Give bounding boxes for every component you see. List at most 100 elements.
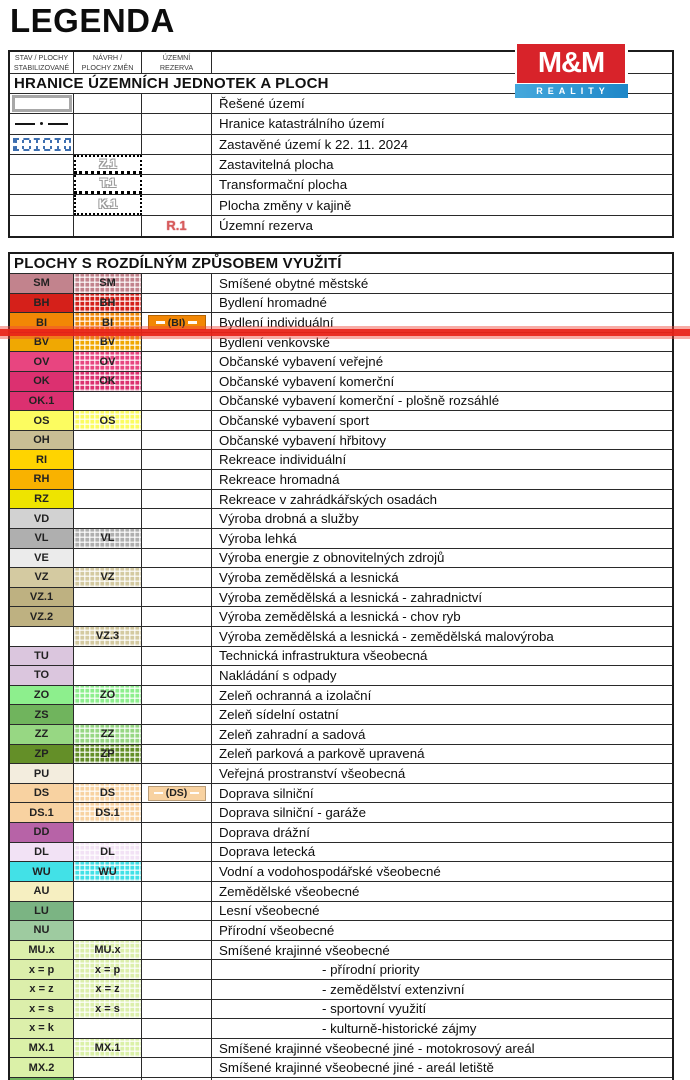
navrh-cell xyxy=(74,607,142,626)
rezerva-cell xyxy=(142,332,212,352)
row-label: Řešené území xyxy=(219,96,305,112)
rezerva-cell xyxy=(142,175,212,195)
row-label: Smíšené obytné městské xyxy=(219,275,369,291)
table-row: LU Lesní všeobecné xyxy=(10,901,672,922)
table-row: RI Rekreace individuální xyxy=(10,450,672,471)
row-label: Zemědělské všeobecné xyxy=(219,883,360,899)
stabilized-swatch: LU xyxy=(10,901,74,921)
table-row: x = k - kulturně-historické zájmy xyxy=(10,1019,672,1039)
table-row: AU Zemědělské všeobecné xyxy=(10,881,672,902)
table-row: MU.x MU.x Smíšené krajinné všeobecné xyxy=(10,940,672,961)
table-row: VE Výroba energie z obnovitelných zdrojů xyxy=(10,548,672,569)
stabilized-swatch: AU xyxy=(10,881,74,901)
stabilized-swatch: DS.1 xyxy=(10,803,74,823)
rezerva-cell xyxy=(142,940,212,960)
stav-cell xyxy=(10,215,74,237)
cadastral-boundary-swatch xyxy=(15,122,68,126)
table-row: K.1 Plocha změny v kajině xyxy=(10,195,672,216)
navrh-cell xyxy=(74,901,142,921)
row-label: Výroba zemědělská a lesnická - zahradnic… xyxy=(219,589,483,605)
row-label: - zemědělství extenzivní xyxy=(322,981,465,997)
page-title: LEGENDA xyxy=(10,2,175,39)
table-row: SM SM Smíšené obytné městské xyxy=(10,274,672,294)
row-label: Doprava letecká xyxy=(219,844,316,860)
rezerva-cell xyxy=(142,607,212,626)
dash-segment xyxy=(15,122,35,126)
proposal-swatch: OS xyxy=(74,411,142,430)
navrh-cell xyxy=(74,134,142,154)
navrh-cell xyxy=(74,215,142,237)
land-use-section-title: PLOCHY S ROZDÍLNÝM ZPŮSOBEM VYUŽITÍ xyxy=(10,254,672,274)
header-navrh-line2: PLOCHY ZMĚN xyxy=(81,62,134,72)
rezerva-cell xyxy=(142,725,212,744)
row-label: Doprava silniční xyxy=(219,785,314,801)
table-row: Z.1 Zastavitelná plocha xyxy=(10,154,672,176)
row-label: Výroba zemědělská a lesnická xyxy=(219,569,399,585)
rezerva-cell xyxy=(142,803,212,823)
proposal-swatch: x = p xyxy=(74,960,142,979)
rezerva-cell: (DS) xyxy=(142,783,212,803)
table-row: RZ Rekreace v zahrádkářských osadách xyxy=(10,489,672,510)
stabilized-swatch: x = p xyxy=(10,960,74,979)
navrh-cell xyxy=(74,489,142,509)
rezerva-cell xyxy=(142,626,212,646)
rezerva-cell xyxy=(142,823,212,842)
rezerva-cell xyxy=(142,685,212,705)
rezerva-cell xyxy=(142,744,212,764)
rezerva-cell xyxy=(142,195,212,215)
stabilized-swatch: NU xyxy=(10,921,74,940)
rezerva-cell xyxy=(142,999,212,1019)
row-label: Výroba lehká xyxy=(219,530,297,546)
rezerva-cell xyxy=(142,470,212,489)
stav-cell xyxy=(10,1077,74,1080)
table-row: OK OK Občanské vybavení komerční xyxy=(10,372,672,392)
stabilized-swatch: PU xyxy=(10,764,74,783)
proposal-swatch: MU.x xyxy=(74,940,142,960)
proposal-swatch: x = z xyxy=(74,979,142,999)
proposal-swatch: WU xyxy=(74,862,142,881)
rezerva-cell xyxy=(142,587,212,607)
rezerva-cell xyxy=(142,705,212,725)
navrh-cell xyxy=(74,430,142,450)
proposal-swatch: OV xyxy=(74,352,142,372)
stabilized-swatch: DD xyxy=(10,823,74,842)
rezerva-cell xyxy=(142,1077,212,1080)
navrh-cell xyxy=(74,764,142,783)
stav-cell xyxy=(10,175,74,195)
row-label: Přírodní všeobecné xyxy=(219,922,335,938)
row-label: Zeleň ochranná a izolační xyxy=(219,687,372,703)
stabilized-swatch: TU xyxy=(10,646,74,666)
navrh-cell xyxy=(74,509,142,528)
table-row: ZO ZO Zeleň ochranná a izolační xyxy=(10,685,672,706)
stabilized-swatch: MX.2 xyxy=(10,1058,74,1077)
rezerva-cell xyxy=(142,646,212,666)
stabilized-swatch: x = z xyxy=(10,979,74,999)
header-stav: STAV / PLOCHY STABILIZOVANÉ xyxy=(10,52,74,73)
navrh-cell xyxy=(74,1077,142,1080)
rezerva-cell xyxy=(142,842,212,862)
highlight-annotation-line xyxy=(0,326,690,339)
table-row: Zastavěné území k 22. 11. 2024 xyxy=(10,134,672,155)
proposal-swatch: VZ xyxy=(74,568,142,587)
navrh-cell xyxy=(74,646,142,666)
navrh-cell xyxy=(74,391,142,411)
row-label: Výroba drobná a služby xyxy=(219,511,359,527)
boundaries-section-title: HRANICE ÚZEMNÍCH JEDNOTEK A PLOCH xyxy=(10,74,672,94)
table-row: MX.1 MX.1 Smíšené krajinné všeobecné jiné … xyxy=(10,1038,672,1059)
rezerva-cell xyxy=(142,666,212,685)
stabilized-swatch: x = s xyxy=(10,999,74,1019)
table-row: WU WU Vodní a vodohospodářské všeobecné xyxy=(10,862,672,882)
row-label: Rekreace hromadná xyxy=(219,471,340,487)
table-row: VZ.3 Výroba zemědělská a lesnická - zeměd… xyxy=(10,626,672,647)
rezerva-cell xyxy=(142,1058,212,1077)
table-row: DS.1 DS.1 Doprava silniční - garáže xyxy=(10,803,672,824)
stav-cell xyxy=(10,626,74,646)
rezerva-cell xyxy=(142,372,212,391)
row-label: Výroba zemědělská a lesnická - chov ryb xyxy=(219,609,461,625)
row-label: Smíšené krajinné všeobecné jiné - motokr… xyxy=(219,1040,535,1056)
table-row: OV OV Občanské vybavení veřejné xyxy=(10,352,672,373)
land-use-table: PLOCHY S ROZDÍLNÝM ZPŮSOBEM VYUŽITÍ SM SM… xyxy=(8,252,674,1080)
proposal-swatch: ZZ xyxy=(74,725,142,744)
header-rezerva-line2: REZERVA xyxy=(159,62,194,72)
